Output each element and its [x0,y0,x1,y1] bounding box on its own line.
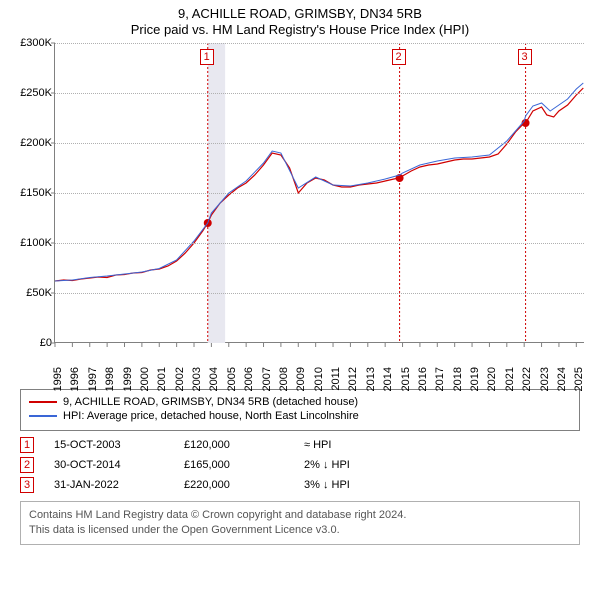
chart-container: 9, ACHILLE ROAD, GRIMSBY, DN34 5RB Price… [0,0,600,555]
y-axis: £0£50K£100K£150K£200K£250K£300K [10,43,54,343]
sale-marker-inline: 2 [20,457,34,473]
x-tick-label: 2007 [261,367,273,397]
sale-price: £165,000 [184,459,304,471]
x-tick-label: 2001 [156,367,168,397]
x-tick-label: 2012 [347,367,359,397]
x-tick-label: 2002 [174,367,186,397]
legend-swatch [29,401,57,403]
legend-label: HPI: Average price, detached house, Nort… [63,410,359,422]
sale-marker: 3 [518,49,532,65]
x-tick-label: 1998 [104,367,116,397]
attribution: Contains HM Land Registry data © Crown c… [20,501,580,545]
x-tick-label: 1999 [122,367,134,397]
x-tick-label: 2009 [295,367,307,397]
sale-date: 30-OCT-2014 [54,459,184,471]
x-tick-label: 2015 [400,367,412,397]
legend-item: 9, ACHILLE ROAD, GRIMSBY, DN34 5RB (deta… [29,396,571,408]
y-tick-label: £250K [20,87,52,99]
y-tick-label: £300K [20,37,52,49]
legend-item: HPI: Average price, detached house, Nort… [29,410,571,422]
sale-marker: 1 [200,49,214,65]
x-tick-label: 2017 [434,367,446,397]
x-tick-label: 2010 [313,367,325,397]
y-tick-label: £150K [20,187,52,199]
sale-date: 15-OCT-2003 [54,439,184,451]
x-tick-label: 2019 [469,367,481,397]
x-tick-label: 2005 [226,367,238,397]
y-tick-label: £0 [40,337,52,349]
x-tick-label: 2008 [278,367,290,397]
sale-delta: 3% ↓ HPI [304,479,424,491]
x-tick-label: 2013 [365,367,377,397]
x-tick-label: 1997 [87,367,99,397]
legend-label: 9, ACHILLE ROAD, GRIMSBY, DN34 5RB (deta… [63,396,358,408]
chart-title: 9, ACHILLE ROAD, GRIMSBY, DN34 5RB [10,6,590,21]
x-tick-label: 2014 [382,367,394,397]
x-tick-label: 2003 [191,367,203,397]
sale-row: 3 31-JAN-2022£220,0003% ↓ HPI [20,477,580,493]
x-tick-label: 2024 [556,367,568,397]
sale-price: £220,000 [184,479,304,491]
sale-marker: 2 [392,49,406,65]
x-tick-label: 2022 [521,367,533,397]
legend-swatch [29,415,57,417]
y-tick-label: £200K [20,137,52,149]
attribution-line: This data is licensed under the Open Gov… [29,523,571,538]
x-tick-label: 2000 [139,367,151,397]
plot-area [54,43,584,343]
sale-delta: 2% ↓ HPI [304,459,424,471]
y-tick-label: £50K [26,287,52,299]
sales-table: 1 15-OCT-2003£120,000≈ HPI 2 30-OCT-2014£16… [10,437,590,493]
x-tick-label: 2025 [573,367,585,397]
x-tick-label: 2018 [452,367,464,397]
sale-row: 2 30-OCT-2014£165,0002% ↓ HPI [20,457,580,473]
x-tick-label: 2004 [208,367,220,397]
x-axis: 1995199619971998199920002001200220032004… [54,345,584,383]
attribution-line: Contains HM Land Registry data © Crown c… [29,508,571,523]
chart-area: £0£50K£100K£150K£200K£250K£300K 19951996… [10,43,590,383]
y-tick-label: £100K [20,237,52,249]
x-tick-label: 1996 [69,367,81,397]
sale-marker-inline: 3 [20,477,34,493]
sale-delta: ≈ HPI [304,439,424,451]
x-tick-label: 2011 [330,367,342,397]
sale-price: £120,000 [184,439,304,451]
sale-date: 31-JAN-2022 [54,479,184,491]
chart-subtitle: Price paid vs. HM Land Registry's House … [10,22,590,37]
x-tick-label: 2023 [539,367,551,397]
x-tick-label: 2020 [486,367,498,397]
x-tick-label: 1995 [52,367,64,397]
x-tick-label: 2006 [243,367,255,397]
sale-marker-inline: 1 [20,437,34,453]
sale-row: 1 15-OCT-2003£120,000≈ HPI [20,437,580,453]
x-tick-label: 2021 [504,367,516,397]
x-tick-label: 2016 [417,367,429,397]
